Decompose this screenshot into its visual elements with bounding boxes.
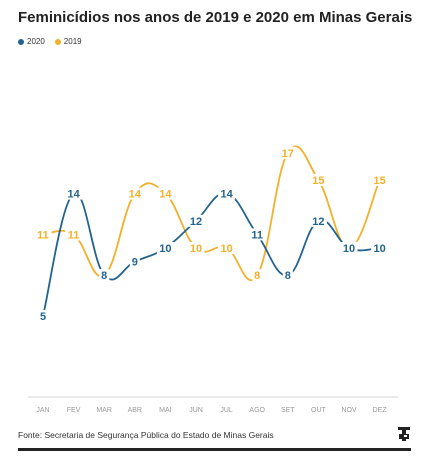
data-label-2019: 17 bbox=[282, 148, 294, 160]
data-label-bg-2020 bbox=[65, 187, 83, 200]
data-label-2020: 12 bbox=[190, 216, 202, 228]
data-label-bg-2019 bbox=[371, 174, 389, 186]
data-label-bg-2020 bbox=[282, 269, 293, 282]
data-label-2020: 14 bbox=[220, 189, 233, 201]
data-label-bg-2019 bbox=[218, 242, 236, 254]
data-label-bg-2020 bbox=[99, 269, 110, 282]
data-label-bg-2020 bbox=[187, 214, 205, 227]
data-label-2020: 8 bbox=[101, 270, 107, 282]
x-tick-label: SET bbox=[281, 407, 295, 414]
data-label-2020: 10 bbox=[373, 243, 385, 255]
data-label-2019: 11 bbox=[68, 229, 80, 241]
x-tick-label: DEZ bbox=[373, 407, 388, 414]
data-label-2019: 14 bbox=[159, 189, 172, 201]
legend-item-2020: 2020 bbox=[18, 37, 45, 46]
publisher-logo-icon bbox=[398, 427, 410, 441]
data-label-bg-2019 bbox=[279, 146, 297, 159]
data-label-bg-2019 bbox=[65, 228, 83, 241]
data-label-2019: 11 bbox=[37, 229, 49, 241]
data-label-bg-2020 bbox=[340, 242, 358, 254]
x-tick-label: FEV bbox=[67, 407, 81, 414]
data-label-bg-2019 bbox=[309, 174, 327, 186]
data-label-bg-2020 bbox=[129, 255, 140, 268]
x-tick-label: JUN bbox=[189, 407, 203, 414]
series-line-2019 bbox=[42, 145, 381, 281]
data-label-bg-2019 bbox=[252, 269, 263, 282]
data-label-2019: 15 bbox=[312, 175, 324, 187]
x-tick-label: ABR bbox=[128, 407, 142, 414]
data-label-2020: 14 bbox=[67, 189, 80, 201]
data-label-2019: 10 bbox=[190, 243, 202, 255]
data-label-bg-2020 bbox=[218, 187, 236, 200]
legend-label-2020: 2020 bbox=[27, 37, 45, 46]
legend-label-2019: 2019 bbox=[63, 37, 82, 46]
line-chart: JAN FEV MAR ABR MAI JUN JUL AGO SET OUT NOV DEZ 11 11… bbox=[28, 145, 398, 414]
x-tick-label: JUL bbox=[220, 407, 233, 414]
data-label-2020: 9 bbox=[132, 257, 138, 269]
source-note: Fonte: Secretaria de Segurança Pública d… bbox=[18, 430, 274, 440]
x-tick-label: JAN bbox=[36, 407, 49, 414]
legend: 2020 2019 bbox=[18, 37, 82, 46]
x-tick-label: MAR bbox=[96, 407, 112, 414]
data-label-2020: 5 bbox=[40, 311, 46, 323]
data-label-2019: 14 bbox=[129, 189, 142, 201]
data-label-bg-2019 bbox=[156, 187, 174, 200]
data-label-bg-2019 bbox=[126, 187, 144, 200]
data-label-bg-2019 bbox=[34, 228, 52, 241]
data-label-2020: 12 bbox=[312, 216, 324, 228]
x-tick-label: OUT bbox=[311, 407, 327, 414]
data-label-bg-2019 bbox=[187, 242, 205, 254]
x-tick-label: MAI bbox=[159, 407, 172, 414]
chart-title: Feminicídios nos anos de 2019 e 2020 em … bbox=[18, 9, 413, 26]
legend-swatch-2020 bbox=[18, 38, 24, 45]
bottom-rule bbox=[18, 448, 411, 451]
data-label-bg-2020 bbox=[309, 214, 327, 227]
data-label-bg-2020 bbox=[38, 310, 48, 322]
series-line-2020 bbox=[42, 192, 381, 317]
data-label-2020: 8 bbox=[285, 270, 291, 282]
data-label-2020: 10 bbox=[343, 243, 355, 255]
data-label-2019: 10 bbox=[220, 243, 232, 255]
data-label-2020: 11 bbox=[251, 229, 263, 241]
data-label-2019: 15 bbox=[373, 175, 385, 187]
legend-item-2019: 2019 bbox=[54, 37, 82, 46]
data-label-2019: 8 bbox=[254, 270, 260, 282]
x-tick-label: AGO bbox=[249, 407, 265, 414]
x-tick-label: NOV bbox=[341, 407, 357, 414]
data-label-2020: 10 bbox=[159, 243, 171, 255]
legend-swatch-2019 bbox=[54, 38, 61, 45]
data-label-bg-2020 bbox=[156, 242, 174, 254]
data-label-bg-2020 bbox=[248, 228, 266, 241]
data-label-bg-2020 bbox=[371, 242, 389, 254]
